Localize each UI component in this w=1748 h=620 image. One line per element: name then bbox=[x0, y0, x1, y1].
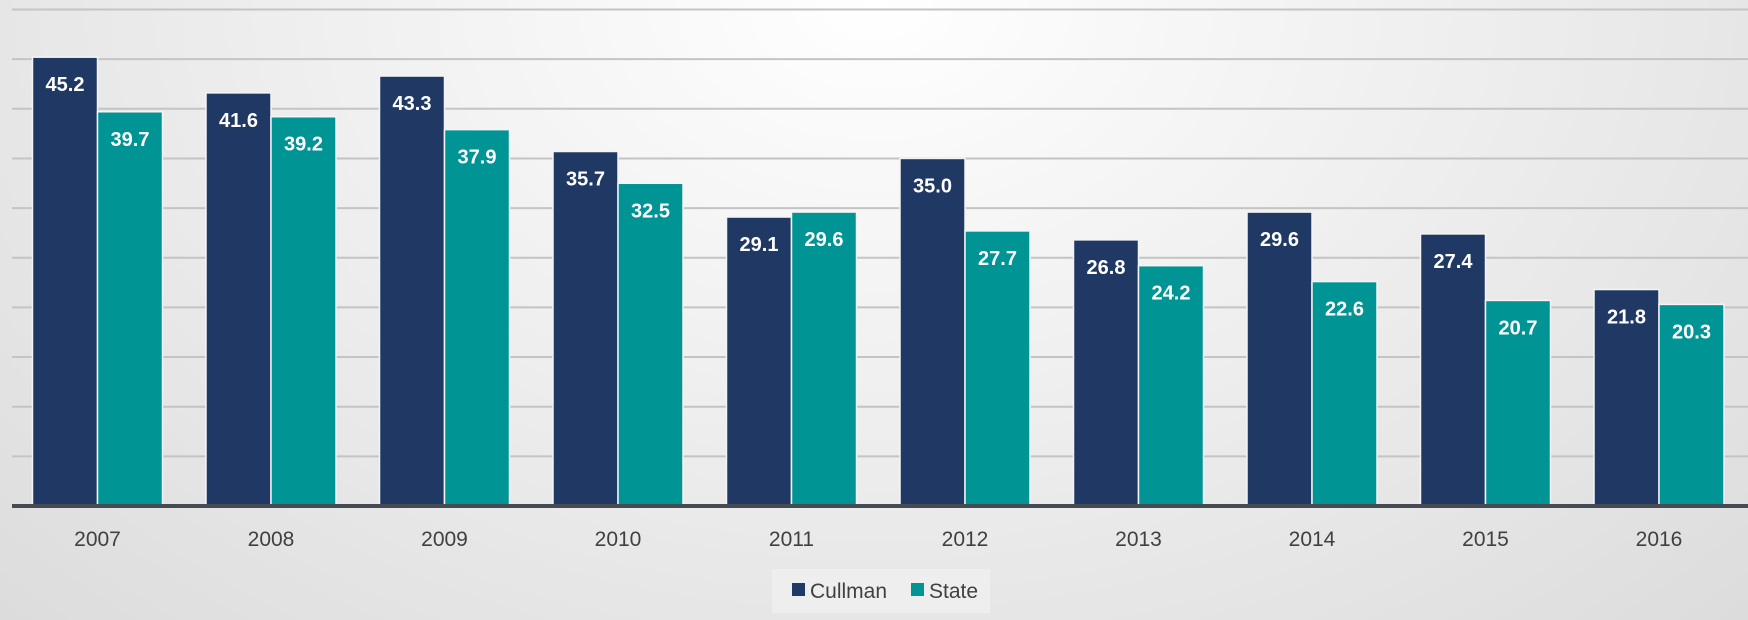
bar-state-2013 bbox=[1137, 264, 1205, 507]
data-label-cullman-2011: 29.1 bbox=[740, 234, 779, 256]
x-axis-tick-labels: 2007 2008 2009 2010 2011 2012 2013 2014 2015 2016 bbox=[74, 528, 1682, 551]
data-label-cullman-2015: 27.4 bbox=[1434, 251, 1474, 273]
x-tick-label: 2015 bbox=[1462, 528, 1509, 551]
data-label-cullman-2008: 41.6 bbox=[219, 110, 258, 132]
x-tick-label: 2013 bbox=[1115, 528, 1162, 551]
bar-state-2008 bbox=[270, 115, 337, 507]
data-label-cullman-2007: 45.2 bbox=[46, 74, 85, 96]
data-label-cullman-2010: 35.7 bbox=[566, 168, 605, 190]
data-label-state-2008: 39.2 bbox=[284, 134, 323, 156]
x-tick-label: 2014 bbox=[1289, 528, 1336, 551]
bars bbox=[31, 56, 1725, 507]
x-tick-label: 2016 bbox=[1636, 528, 1683, 551]
legend-swatch-state bbox=[911, 583, 924, 596]
data-label-state-2011: 29.6 bbox=[805, 229, 844, 251]
bar-state-2010 bbox=[617, 182, 684, 507]
data-label-cullman-2014: 29.6 bbox=[1260, 229, 1299, 251]
data-label-state-2016: 20.3 bbox=[1672, 321, 1711, 343]
bar-cullman-2016 bbox=[1593, 288, 1660, 507]
data-labels: 45.2 39.7 41.6 39.2 43.3 37.9 35.7 32.5 29.1 29.6… bbox=[46, 74, 1711, 343]
data-label-state-2009: 37.9 bbox=[458, 147, 497, 169]
data-label-state-2013: 24.2 bbox=[1152, 283, 1191, 305]
bar-state-2011 bbox=[790, 211, 858, 507]
data-label-cullman-2013: 26.8 bbox=[1087, 257, 1126, 279]
bar-state-2009 bbox=[443, 128, 511, 507]
bar-cullman-2013 bbox=[1072, 239, 1140, 507]
bar-cullman-2007 bbox=[31, 56, 99, 507]
data-label-cullman-2009: 43.3 bbox=[393, 93, 432, 115]
data-label-cullman-2012: 35.0 bbox=[913, 175, 952, 197]
data-label-cullman-2016: 21.8 bbox=[1607, 307, 1646, 329]
data-label-state-2015: 20.7 bbox=[1499, 317, 1538, 339]
bar-state-2012 bbox=[964, 230, 1031, 507]
legend-label-state: State bbox=[929, 580, 978, 603]
legend-swatch-cullman bbox=[792, 583, 805, 596]
bar-cullman-2012 bbox=[899, 157, 966, 507]
bar-state-2014 bbox=[1311, 280, 1378, 507]
x-tick-label: 2008 bbox=[248, 528, 295, 551]
bar-cullman-2010 bbox=[552, 150, 619, 507]
bar-state-2007 bbox=[96, 111, 164, 507]
legend: Cullman State bbox=[772, 569, 990, 613]
x-tick-label: 2012 bbox=[942, 528, 989, 551]
bar-cullman-2008 bbox=[205, 92, 272, 507]
data-label-state-2010: 32.5 bbox=[631, 200, 670, 222]
x-tick-label: 2010 bbox=[595, 528, 642, 551]
x-tick-label: 2007 bbox=[74, 528, 121, 551]
bar-cullman-2011 bbox=[725, 216, 793, 507]
legend-label-cullman: Cullman bbox=[810, 580, 887, 603]
x-tick-label: 2011 bbox=[769, 528, 814, 551]
bar-cullman-2015 bbox=[1419, 233, 1487, 507]
x-tick-label: 2009 bbox=[421, 528, 468, 551]
data-label-state-2012: 27.7 bbox=[978, 248, 1017, 270]
data-label-state-2014: 22.6 bbox=[1325, 299, 1364, 321]
bar-cullman-2014 bbox=[1246, 211, 1313, 507]
bar-cullman-2009 bbox=[378, 75, 446, 507]
data-label-state-2007: 39.7 bbox=[111, 129, 150, 151]
legend-background bbox=[772, 569, 990, 613]
bar-state-2016 bbox=[1658, 303, 1725, 507]
